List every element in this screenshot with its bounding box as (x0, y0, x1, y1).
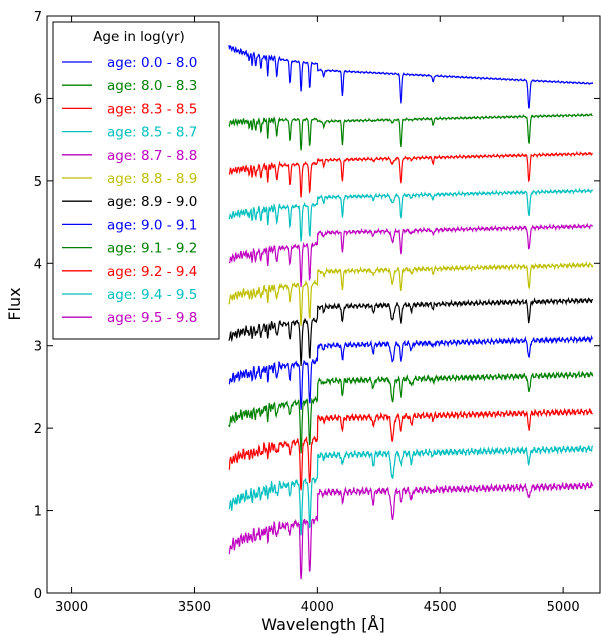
x-axis: 3000 3500 4000 4500 5000 (55, 16, 580, 615)
y-tick-label: 0 (34, 587, 42, 602)
x-tick-label: 5000 (547, 600, 580, 615)
y-axis-label: Flux (5, 287, 24, 320)
y-tick-label: 4 (34, 257, 42, 272)
y-tick-label: 2 (34, 422, 42, 437)
x-tick-label: 4000 (301, 600, 334, 615)
series-lines (228, 45, 594, 580)
legend-box (52, 21, 220, 340)
y-tick-label: 3 (34, 340, 42, 355)
series-line (228, 45, 594, 109)
legend-entry: age: 9.2 - 9.4 (107, 264, 197, 280)
x-axis-label: Wavelength [Å] (261, 615, 384, 634)
legend-entry: age: 8.8 - 8.9 (107, 171, 197, 187)
legend-entry: age: 8.9 - 9.0 (107, 194, 197, 210)
series-line (228, 222, 594, 287)
legend-entry: age: 9.1 - 9.2 (107, 241, 197, 257)
y-tick-label: 1 (34, 505, 42, 520)
legend-items: age: 0.0 - 8.0 age: 8.0 - 8.3 age: 8.3 - 8… (62, 55, 197, 326)
y-tick-label: 6 (34, 92, 42, 107)
legend-entry: age: 8.7 - 8.8 (107, 148, 197, 164)
series-line (228, 112, 593, 151)
legend-entry: age: 0.0 - 8.0 (107, 55, 197, 71)
legend-entry: age: 8.0 - 8.3 (107, 78, 197, 94)
series-line (228, 407, 593, 491)
y-tick-label: 5 (34, 175, 42, 190)
x-tick-label: 4500 (424, 600, 457, 615)
x-tick-label: 3000 (55, 600, 88, 615)
series-line (228, 444, 594, 536)
legend-entry: age: 9.4 - 9.5 (107, 287, 197, 303)
series-line (228, 260, 594, 326)
legend: Age in log(yr) age: 0.0 - 8.0 age: 8.0 - … (52, 21, 220, 340)
series-line (228, 480, 594, 580)
series-line (228, 187, 594, 242)
y-tick-label: 7 (34, 10, 42, 25)
x-tick-label: 3500 (178, 600, 211, 615)
legend-entry: age: 8.3 - 8.5 (107, 101, 197, 117)
series-line (228, 150, 593, 198)
legend-entry: age: 9.0 - 9.1 (107, 217, 197, 233)
series-line (228, 370, 594, 454)
legend-entry: age: 9.5 - 9.8 (107, 310, 197, 326)
series-line (228, 296, 594, 366)
series-line (228, 334, 593, 410)
y-axis: 0 1 2 3 4 5 6 7 (34, 10, 600, 602)
legend-title: Age in log(yr) (93, 29, 185, 45)
legend-entry: age: 8.5 - 8.7 (107, 125, 197, 141)
